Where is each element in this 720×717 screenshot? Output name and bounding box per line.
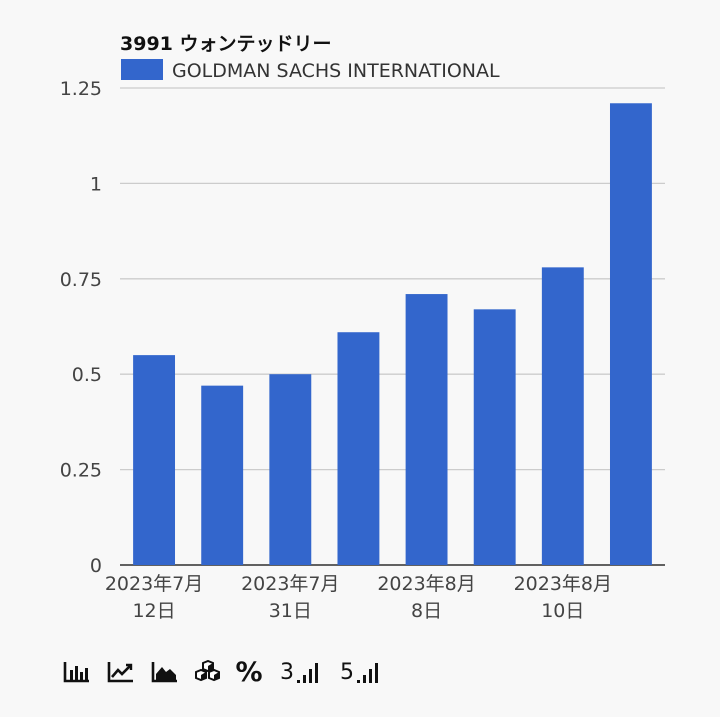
percent-icon: % — [235, 656, 263, 688]
y-tick-label: 1.25 — [60, 78, 102, 100]
top3-button[interactable]: 3 — [269, 656, 333, 688]
y-tick-label: 1 — [90, 173, 102, 195]
line-chart-button[interactable] — [99, 656, 143, 688]
bars — [133, 103, 652, 565]
bar — [473, 309, 516, 565]
bar — [269, 374, 312, 565]
x-tick-label: 2023年7月 — [241, 573, 339, 595]
chart-title: 3991 ウォンテッドリー — [120, 33, 332, 55]
x-axis-ticks: 2023年7月 12日 2023年7月 31日 2023年8月 8日 2023年8月 10日 — [105, 573, 612, 622]
area-chart-icon — [151, 662, 177, 683]
bar — [405, 294, 448, 565]
x-tick-label: 2023年8月 — [514, 573, 612, 595]
bar — [337, 332, 380, 565]
bar-chart-icon — [63, 662, 89, 683]
y-tick-label: 0.5 — [72, 364, 102, 386]
x-tick-label: 10日 — [541, 600, 584, 622]
y-tick-label: 0 — [90, 555, 102, 577]
top5-label: 5 — [340, 659, 354, 685]
stacked-boxes-icon — [195, 660, 220, 682]
bar-chart-button[interactable] — [55, 656, 99, 688]
x-tick-label: 2023年7月 — [105, 573, 203, 595]
chart: 3991 ウォンテッドリー GOLDMAN SACHS INTERNATIONA… — [60, 33, 665, 622]
x-tick-label: 12日 — [132, 600, 175, 622]
y-tick-label: 0.25 — [60, 460, 102, 482]
bar — [609, 103, 652, 565]
top5-button[interactable]: 5 — [333, 656, 389, 688]
y-axis-ticks: 0 0.25 0.5 0.75 1 1.25 — [60, 78, 102, 577]
percent-button[interactable]: % — [229, 656, 269, 688]
bar — [541, 267, 584, 565]
chart-toolbar: % 3 5 — [55, 656, 389, 688]
x-tick-label: 8日 — [411, 600, 442, 622]
y-tick-label: 0.75 — [60, 269, 102, 291]
legend-swatch — [121, 59, 163, 80]
signal-bars-icon — [357, 663, 378, 683]
legend-label[interactable]: GOLDMAN SACHS INTERNATIONAL — [172, 60, 500, 82]
area-chart-button[interactable] — [143, 656, 187, 688]
line-chart-icon — [107, 662, 133, 683]
top3-label: 3 — [280, 659, 294, 685]
x-tick-label: 2023年8月 — [377, 573, 475, 595]
bar — [201, 385, 244, 565]
x-tick-label: 31日 — [269, 600, 312, 622]
stacked-boxes-button[interactable] — [187, 656, 229, 688]
bar — [133, 355, 176, 565]
signal-bars-icon — [297, 663, 318, 683]
